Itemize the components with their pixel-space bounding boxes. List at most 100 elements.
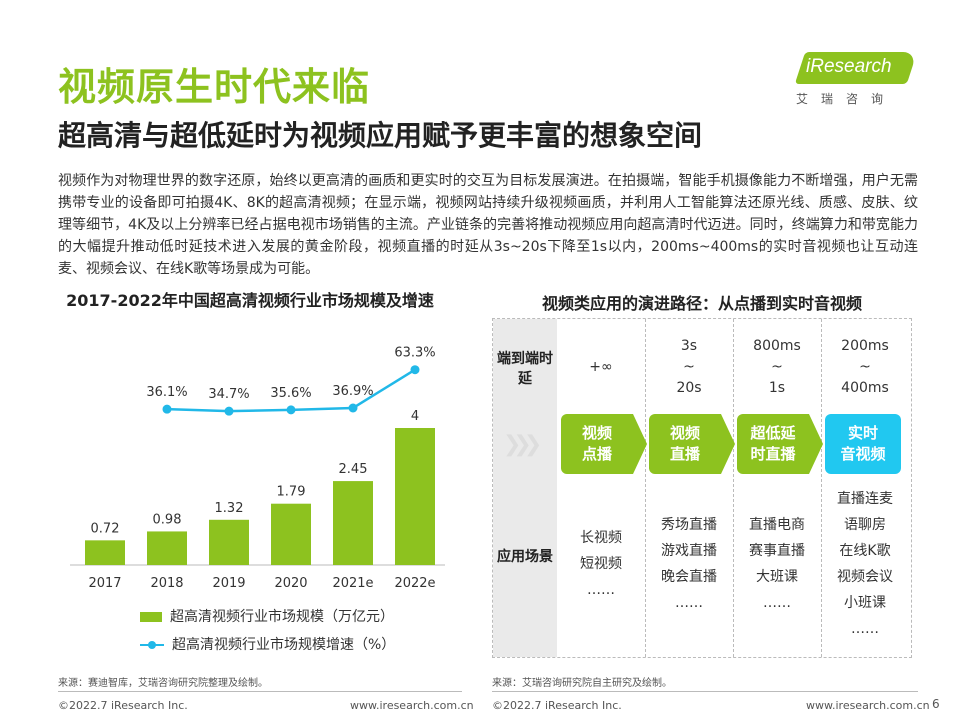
stage-box: 实时 音视频 [825, 414, 901, 474]
latency-line: ~ [771, 359, 783, 375]
logo-text: iResearch [806, 56, 892, 77]
app-scenario: 语聊房 [844, 517, 886, 533]
x-tick-label: 2022e [394, 576, 435, 591]
bar-value-label: 0.98 [153, 512, 182, 527]
latency-line: ~ [859, 359, 871, 375]
footer-copyright-left: ©2022.7 iResearch Inc. [58, 699, 188, 712]
footer-url-left: www.iresearch.com.cn [350, 699, 474, 712]
stage-label: 直播 [669, 445, 700, 463]
chevron-right-icon: ❯❯❯ [503, 432, 542, 457]
growth-label: 36.9% [332, 384, 373, 399]
latency-line: 200ms [841, 338, 889, 354]
growth-point [162, 404, 172, 414]
growth-label: 34.7% [208, 387, 249, 402]
footer-divider [58, 691, 462, 692]
growth-point [348, 403, 358, 413]
growth-point [224, 406, 234, 416]
stage-box: 视频 点播 [561, 414, 633, 474]
legend-bar-label: 超高清视频行业市场规模（万亿元） [170, 609, 394, 625]
bar-value-label: 2.45 [339, 462, 368, 477]
bar [395, 428, 435, 565]
app-scenario: 短视频 [580, 556, 622, 572]
market-size-chart: 0.72 2017 0.98 2018 1.32 2019 1.79 2020 2.45 2021… [70, 346, 445, 591]
column-divider [733, 319, 734, 657]
stage-label: 点播 [581, 445, 612, 463]
app-scenario: 长视频 [580, 530, 622, 546]
legend-bar-swatch [140, 612, 162, 622]
x-tick-label: 2020 [274, 576, 307, 591]
app-row-label: 应用场景 [497, 549, 553, 565]
growth-label: 63.3% [394, 346, 435, 361]
evolution-panel: 端到端时延 应用场景 ❯❯❯ +∞ 视频 点播 长视频 短视频 …… 3s ~20s 视频 直播秀… [492, 318, 912, 658]
latency-row-label: 端到端时延 [497, 351, 553, 387]
iresearch-logo: iResearch 艾瑞咨询 [790, 50, 920, 110]
stage-label: 时直播 [750, 445, 796, 463]
latency-line: +∞ [589, 359, 613, 375]
bar [333, 481, 373, 565]
app-scenario-list: 直播电商赛事直播大班课 …… [733, 512, 821, 616]
latency-line: 800ms [753, 338, 801, 354]
growth-label: 36.1% [146, 385, 187, 400]
app-scenario: …… [763, 595, 791, 611]
app-scenario: 秀场直播 [661, 517, 717, 533]
bar [147, 531, 187, 565]
evolution-title: 视频类应用的演进路径：从点播到实时音视频 [541, 294, 862, 313]
latency-line: ~ [683, 359, 695, 375]
app-scenario: …… [851, 621, 879, 637]
logo-subtext: 艾瑞咨询 [796, 92, 897, 106]
column-divider [821, 319, 822, 657]
source-left: 来源：赛迪智库，艾瑞咨询研究院整理及绘制。 [58, 678, 268, 689]
legend-bar: 超高清视频行业市场规模（万亿元） [140, 606, 394, 626]
stage-label: 音视频 [840, 445, 886, 463]
stage-box: 超低延 时直播 [737, 414, 809, 474]
footer-copyright-right: ©2022.7 iResearch Inc. [492, 699, 622, 712]
x-tick-label: 2019 [212, 576, 245, 591]
app-scenario: 直播连麦 [837, 491, 893, 507]
bar-value-label: 1.79 [277, 485, 306, 500]
label-column [493, 319, 557, 657]
latency-line: 3s [680, 338, 698, 354]
page-title: 视频原生时代来临 [58, 65, 371, 109]
latency-value: 800ms ~1s [733, 336, 821, 399]
source-right: 来源：艾瑞咨询研究院自主研究及绘制。 [492, 678, 672, 689]
stage-label: 视频 [581, 424, 612, 442]
legend-line-label: 超高清视频行业市场规模增速（%） [172, 637, 396, 653]
page-subtitle: 超高清与超低延时为视频应用赋予更丰富的想象空间 [58, 119, 703, 152]
stage-label: 视频 [669, 424, 700, 442]
bar-value-label: 4 [411, 409, 419, 424]
footer-divider [492, 691, 918, 692]
bar [85, 540, 125, 565]
intro-paragraph: 视频作为对物理世界的数字还原，始终以更高清的画质和更实时的交互为目标发展演进。在… [58, 173, 918, 277]
bar [209, 519, 249, 565]
footer-url-right: www.iresearch.com.cn [806, 699, 930, 712]
latency-value: 200ms ~400ms [821, 336, 909, 399]
x-tick-label: 2017 [88, 576, 121, 591]
app-scenario: 小班课 [844, 595, 886, 611]
growth-point [410, 365, 420, 375]
bar-value-label: 1.32 [215, 501, 244, 516]
x-tick-label: 2018 [150, 576, 183, 591]
latency-line: 1s [768, 380, 786, 396]
arrow-tip-icon [721, 414, 735, 474]
app-scenario: 赛事直播 [749, 543, 805, 559]
latency-line: 400ms [841, 380, 889, 396]
app-scenario-list: 长视频短视频 …… [557, 525, 645, 603]
legend-line-swatch [140, 640, 164, 650]
app-scenario: 游戏直播 [661, 543, 717, 559]
app-scenario: 在线K歌 [839, 543, 891, 559]
arrow-tip-icon [633, 414, 647, 474]
stage-label: 实时 [847, 424, 878, 442]
latency-value: 3s ~20s [645, 336, 733, 399]
app-scenario-list: 直播连麦语聊房在线K歌视频会议小班课 …… [821, 486, 909, 642]
app-scenario: 晚会直播 [661, 569, 717, 585]
app-scenario: 大班课 [756, 569, 798, 585]
app-scenario: 直播电商 [749, 517, 805, 533]
app-scenario: …… [587, 582, 615, 598]
x-tick-label: 2021e [332, 576, 373, 591]
app-scenario: 视频会议 [837, 569, 893, 585]
app-scenario: …… [675, 595, 703, 611]
page-number: 6 [932, 697, 940, 711]
column-divider [645, 319, 646, 657]
bar-value-label: 0.72 [91, 521, 120, 536]
bar [271, 503, 311, 565]
